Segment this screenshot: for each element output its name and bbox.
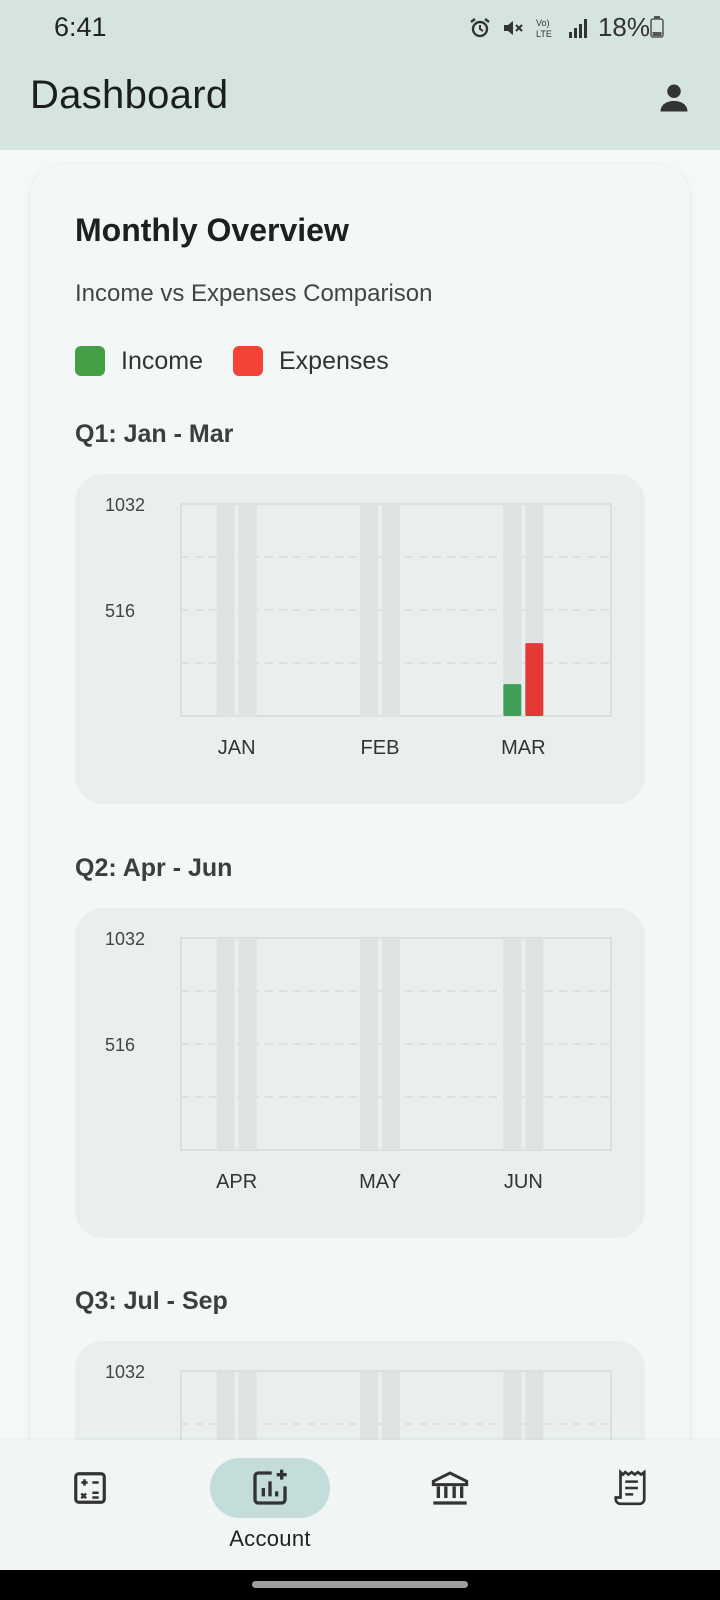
card-title: Monthly Overview bbox=[75, 212, 349, 248]
battery-text: 18% bbox=[597, 12, 650, 42]
person-icon bbox=[660, 84, 688, 112]
bar-track bbox=[525, 938, 544, 1150]
legend-label-expenses: Expenses bbox=[278, 346, 389, 375]
bottom-navigation: Account bbox=[0, 1440, 720, 1570]
bar-income-mar[interactable] bbox=[503, 684, 522, 716]
bar-track bbox=[238, 938, 257, 1150]
status-time: 6:41 bbox=[54, 12, 107, 42]
y-tick-label: 516 bbox=[105, 601, 135, 621]
bar-track bbox=[360, 938, 378, 1150]
nav-pill-bank bbox=[390, 1458, 510, 1518]
chart-q2: 1032 516 APR MAY JUN bbox=[75, 908, 645, 1238]
bar-track bbox=[503, 1371, 522, 1440]
quarter-title-q2: Q2: Apr - Jun bbox=[75, 854, 233, 882]
calculator-icon bbox=[74, 1472, 106, 1504]
receipt-icon bbox=[614, 1469, 646, 1506]
bar-track bbox=[238, 504, 257, 716]
x-tick-label: APR bbox=[216, 1171, 257, 1193]
status-bar: 6:41 Vo) LTE 18% bbox=[0, 0, 720, 52]
y-tick-label: 1032 bbox=[105, 1362, 145, 1382]
x-tick-label: MAY bbox=[359, 1171, 401, 1193]
chart-legend: Income Expenses bbox=[75, 346, 419, 376]
y-tick-label: 516 bbox=[105, 1035, 135, 1055]
bar-track bbox=[503, 504, 522, 716]
add-chart-icon bbox=[253, 1469, 287, 1505]
system-navigation-bar bbox=[0, 1570, 720, 1600]
x-tick-label: MAR bbox=[501, 737, 545, 759]
expenses-swatch bbox=[232, 346, 263, 376]
svg-text:Vo): Vo) bbox=[536, 18, 550, 28]
bar-track bbox=[382, 938, 400, 1150]
y-tick-label: 1032 bbox=[105, 929, 145, 949]
bar-track bbox=[216, 504, 235, 716]
chart-svg: 1032 516 APR MAY JUN bbox=[105, 929, 612, 1193]
quarter-title-q3: Q3: Jul - Sep bbox=[75, 1287, 228, 1315]
bar-track bbox=[238, 1371, 257, 1440]
chart-svg: 1032 516 JAN FEB MAR bbox=[105, 495, 612, 759]
bar-track bbox=[216, 938, 235, 1150]
chart-q3: 1032516JULAUGSEP bbox=[75, 1341, 645, 1440]
nav-item-calculator[interactable] bbox=[20, 1458, 160, 1558]
nav-pill-calculator bbox=[30, 1458, 150, 1518]
nav-item-receipt[interactable] bbox=[560, 1458, 700, 1558]
svg-text:LTE: LTE bbox=[536, 29, 552, 39]
x-tick-label: JUN bbox=[504, 1171, 543, 1193]
alarm-icon bbox=[470, 17, 490, 37]
status-icons: Vo) LTE 18% bbox=[468, 12, 650, 43]
bar-track bbox=[382, 1371, 400, 1440]
legend-item-income: Income bbox=[75, 346, 203, 376]
bar-track bbox=[503, 938, 522, 1150]
nav-item-account[interactable]: Account bbox=[200, 1458, 340, 1558]
nav-pill-receipt bbox=[570, 1458, 690, 1518]
income-swatch bbox=[75, 346, 105, 376]
bank-icon bbox=[431, 1471, 469, 1505]
volte-icon: Vo)LTE bbox=[536, 18, 552, 39]
bar-track bbox=[216, 1371, 235, 1440]
page-title: Dashboard bbox=[30, 73, 229, 117]
y-tick-label: 1032 bbox=[105, 495, 145, 515]
dashboard-content[interactable]: Monthly Overview Income vs Expenses Comp… bbox=[0, 150, 720, 1440]
home-gesture-pill[interactable] bbox=[252, 1581, 468, 1588]
x-tick-label: FEB bbox=[361, 737, 400, 759]
bar-track bbox=[360, 504, 378, 716]
battery-icon bbox=[650, 16, 664, 38]
nav-item-bank[interactable] bbox=[380, 1458, 520, 1558]
bar-track bbox=[360, 1371, 378, 1440]
app-bar: Dashboard bbox=[0, 52, 720, 150]
legend-item-expenses: Expenses bbox=[232, 346, 389, 376]
bar-track bbox=[382, 504, 400, 716]
chart-q1: 1032 516 JAN FEB MAR bbox=[75, 474, 645, 804]
chart-svg: 1032516JULAUGSEP bbox=[105, 1362, 612, 1440]
card-subtitle: Income vs Expenses Comparison bbox=[75, 280, 433, 307]
bar-expenses-mar[interactable] bbox=[525, 643, 544, 716]
signal-icon bbox=[568, 18, 587, 38]
nav-label-account: Account bbox=[229, 1526, 311, 1551]
bar-track bbox=[525, 1371, 544, 1440]
nav-pill-account bbox=[210, 1458, 330, 1518]
quarter-title-q1: Q1: Jan - Mar bbox=[75, 420, 234, 448]
legend-label-income: Income bbox=[121, 346, 203, 375]
monthly-overview-card: Monthly Overview Income vs Expenses Comp… bbox=[30, 164, 690, 1440]
profile-button[interactable] bbox=[652, 76, 696, 120]
x-tick-label: JAN bbox=[218, 737, 256, 759]
mute-icon bbox=[503, 20, 523, 35]
